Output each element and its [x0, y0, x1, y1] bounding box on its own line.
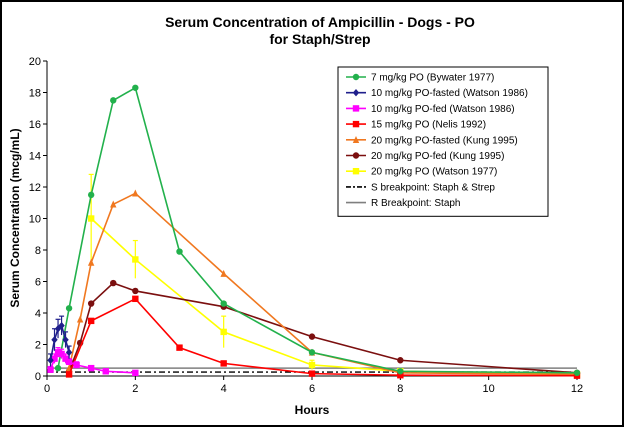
series-line	[68, 297, 578, 377]
series-1	[54, 84, 581, 377]
legend-entry-label: R Breakpoint: Staph	[371, 198, 461, 209]
data-point	[132, 84, 139, 91]
y-tick-label: 16	[29, 119, 41, 131]
x-tick-label: 2	[132, 383, 138, 395]
data-point	[62, 355, 69, 362]
legend-swatch-marker	[352, 168, 360, 175]
data-point	[87, 317, 95, 325]
series-6	[65, 279, 581, 377]
data-point	[220, 269, 227, 277]
y-axis-label: Serum Concentration (mcg/mL)	[8, 128, 22, 307]
data-point	[102, 368, 109, 375]
legend-entry-label: 10 mg/kg PO-fed (Watson 1986)	[371, 104, 515, 115]
y-tick-label: 10	[29, 214, 41, 226]
data-point	[62, 336, 69, 344]
data-point	[73, 361, 80, 369]
data-point	[110, 279, 117, 287]
legend-entry-label: S breakpoint: Staph & Strep	[371, 182, 495, 193]
series-3	[47, 347, 139, 377]
legend-entry-label: 15 mg/kg PO (Nelis 1992)	[371, 120, 486, 131]
data-point	[308, 333, 316, 340]
data-point	[65, 305, 73, 312]
data-point	[87, 364, 95, 372]
x-tick-label: 6	[309, 383, 315, 395]
data-point	[47, 356, 54, 364]
legend-swatch-marker	[352, 120, 360, 128]
data-point	[176, 248, 183, 255]
data-point	[308, 349, 316, 356]
x-tick-label: 0	[44, 383, 50, 395]
y-tick-label: 20	[29, 56, 41, 68]
y-tick-label: 14	[29, 151, 41, 163]
data-point	[573, 369, 581, 377]
x-tick-label: 4	[221, 383, 227, 395]
data-point	[132, 295, 139, 303]
y-tick-label: 18	[29, 88, 41, 100]
legend-swatch-marker	[352, 89, 360, 97]
data-point	[87, 215, 95, 222]
legend-entry-label: 20 mg/kg PO (Watson 1977)	[371, 167, 497, 178]
data-point	[76, 315, 84, 323]
data-point	[176, 344, 183, 351]
data-point	[65, 371, 73, 378]
data-point	[397, 357, 404, 364]
data-point	[308, 370, 316, 377]
y-tick-label: 12	[29, 182, 41, 194]
data-point	[51, 355, 58, 362]
legend-box	[337, 66, 549, 217]
data-point	[132, 256, 139, 263]
legend-swatch-marker	[352, 152, 360, 159]
data-point	[65, 358, 73, 366]
y-tick-label: 4	[35, 308, 41, 320]
data-point	[132, 369, 139, 377]
x-axis-label: Hours	[295, 403, 330, 417]
data-point	[87, 258, 95, 266]
data-point	[65, 348, 73, 357]
x-tick-label: 12	[571, 383, 583, 395]
legend-swatch-marker	[352, 105, 360, 112]
chart-title: Serum Concentration of Ampicillin - Dogs…	[165, 14, 475, 30]
legend: 7 mg/kg PO (Bywater 1977) 10 mg/kg PO-fas…	[337, 66, 549, 217]
series-5	[65, 189, 581, 378]
chart-subtitle: for Staph/Strep	[269, 31, 370, 47]
series-line	[68, 192, 578, 376]
data-point	[132, 189, 139, 197]
x-tick-label: 10	[483, 383, 495, 395]
data-point	[110, 200, 117, 208]
x-tick-label: 8	[397, 383, 403, 395]
data-point	[220, 300, 227, 307]
legend-entry-label: 20 mg/kg PO-fed (Kung 1995)	[371, 151, 504, 162]
data-point	[132, 287, 139, 295]
data-point	[397, 372, 404, 379]
data-point	[51, 336, 58, 344]
series-line	[68, 282, 578, 374]
data-point	[54, 364, 62, 372]
data-point	[54, 349, 62, 356]
data-point	[87, 300, 95, 307]
legend-entry-label: 20 mg/kg PO-fasted (Kung 1995)	[371, 135, 518, 146]
data-point	[58, 350, 65, 358]
y-tick-label: 0	[35, 371, 41, 383]
data-point	[110, 97, 117, 104]
plot-area: 0 2 4 6 8 10 12 14 16 18 20 0 2 4 6 8 10 12	[29, 56, 583, 395]
series-line	[57, 86, 578, 374]
data-point	[58, 321, 65, 330]
y-tick-label: 2	[35, 340, 41, 352]
y-tick-label: 6	[35, 277, 41, 289]
legend-entry-label: 7 mg/kg PO (Bywater 1977)	[371, 73, 494, 84]
data-point	[220, 328, 227, 336]
data-point	[397, 368, 404, 375]
legend-swatch-marker	[352, 73, 360, 81]
data-point	[308, 361, 316, 369]
data-point	[220, 360, 227, 367]
data-point	[47, 366, 54, 373]
data-point	[87, 191, 95, 199]
legend-swatch-marker	[352, 136, 360, 143]
series-2	[47, 315, 73, 367]
y-tick-label: 8	[35, 245, 41, 257]
legend-entry-label: 10 mg/kg PO-fasted (Watson 1986)	[371, 88, 528, 99]
